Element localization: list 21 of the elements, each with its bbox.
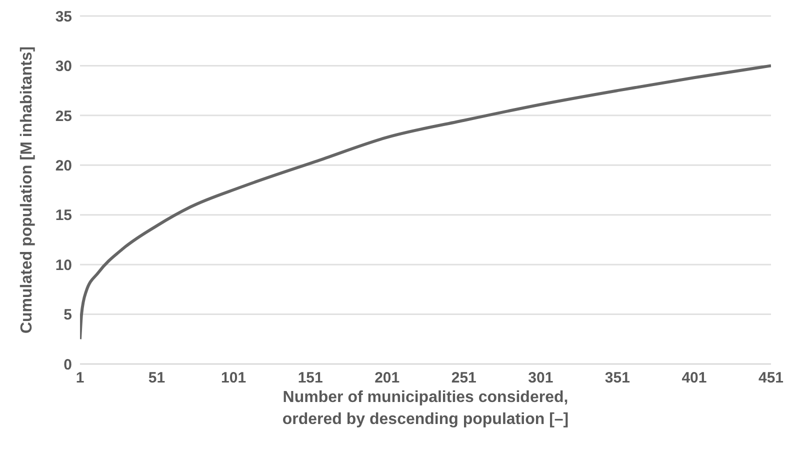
x-tick-label: 1 — [76, 370, 84, 387]
x-tick-label: 101 — [221, 370, 246, 387]
line-series — [80, 64, 771, 341]
y-tick-label: 10 — [55, 256, 72, 274]
y-tick-label: 30 — [55, 58, 72, 76]
x-tick-label: 251 — [451, 370, 476, 387]
y-axis-title: Cumulated population [M inhabitants] — [18, 46, 36, 334]
x-tick-label: 151 — [298, 370, 323, 387]
y-tick-label: 25 — [55, 108, 72, 125]
x-tick-label: 301 — [528, 370, 554, 387]
x-axis-title: Number of municipalities considered, ordered by descending population [–] — [282, 389, 569, 428]
y-tick-label: 20 — [55, 157, 72, 174]
y-tick-label: 5 — [64, 306, 72, 324]
x-tick-label: 351 — [604, 370, 630, 387]
x-tick-label: 201 — [374, 370, 400, 387]
x-tick-label: 451 — [758, 370, 784, 387]
x-tick-label: 401 — [682, 370, 707, 387]
y-tick-label: 0 — [64, 356, 72, 374]
y-tick-label: 35 — [55, 8, 72, 26]
x-tick-label: 51 — [148, 370, 166, 387]
y-tick-label: 15 — [55, 207, 72, 224]
